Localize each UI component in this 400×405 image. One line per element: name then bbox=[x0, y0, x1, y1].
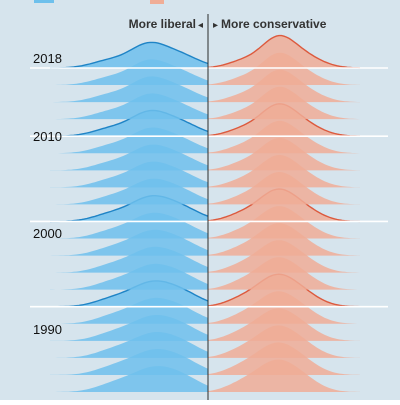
legend-swatch-liberal bbox=[34, 0, 54, 3]
header-left-arrow: ◂ bbox=[198, 20, 203, 31]
ridges-group bbox=[30, 34, 388, 392]
conservative-ridge bbox=[208, 189, 360, 222]
conservative-ridge bbox=[208, 172, 360, 205]
year-label-2010: 2010 bbox=[33, 129, 62, 144]
conservative-ridge bbox=[208, 137, 360, 171]
year-label-1990: 1990 bbox=[33, 322, 62, 337]
conservative-ridge bbox=[208, 325, 360, 358]
year-labels: 2018 2010 2000 1990 bbox=[33, 51, 62, 337]
year-label-2018: 2018 bbox=[33, 51, 62, 66]
conservative-ridge bbox=[208, 103, 360, 137]
conservative-ridge-outline bbox=[207, 34, 361, 69]
conservative-ridge bbox=[208, 86, 360, 120]
header-conservative-label: More conservative bbox=[221, 17, 327, 31]
conservative-ridge bbox=[208, 308, 360, 341]
conservative-ridge bbox=[208, 257, 360, 290]
conservative-ridge bbox=[208, 274, 360, 307]
conservative-ridge bbox=[208, 291, 360, 324]
conservative-ridge bbox=[208, 359, 360, 392]
conservative-ridge bbox=[208, 69, 360, 103]
legend-swatch-conservative bbox=[150, 0, 164, 4]
liberal-ridge-outline bbox=[49, 41, 209, 69]
header-liberal-label: More liberal bbox=[129, 17, 196, 31]
conservative-ridge bbox=[208, 223, 360, 256]
header-right-arrow: ▸ bbox=[213, 20, 218, 31]
liberal-ridge bbox=[50, 42, 208, 68]
conservative-ridge bbox=[208, 342, 360, 375]
legend-swatches bbox=[34, 0, 164, 4]
conservative-ridge bbox=[208, 154, 360, 188]
conservative-ridge bbox=[208, 35, 360, 68]
header: More liberal ◂ ▸ More conservative bbox=[129, 17, 327, 31]
conservative-ridge bbox=[208, 240, 360, 273]
conservative-ridge bbox=[208, 120, 360, 154]
year-label-2000: 2000 bbox=[33, 226, 62, 241]
conservative-ridge bbox=[208, 52, 360, 86]
conservative-ridge bbox=[208, 206, 360, 239]
